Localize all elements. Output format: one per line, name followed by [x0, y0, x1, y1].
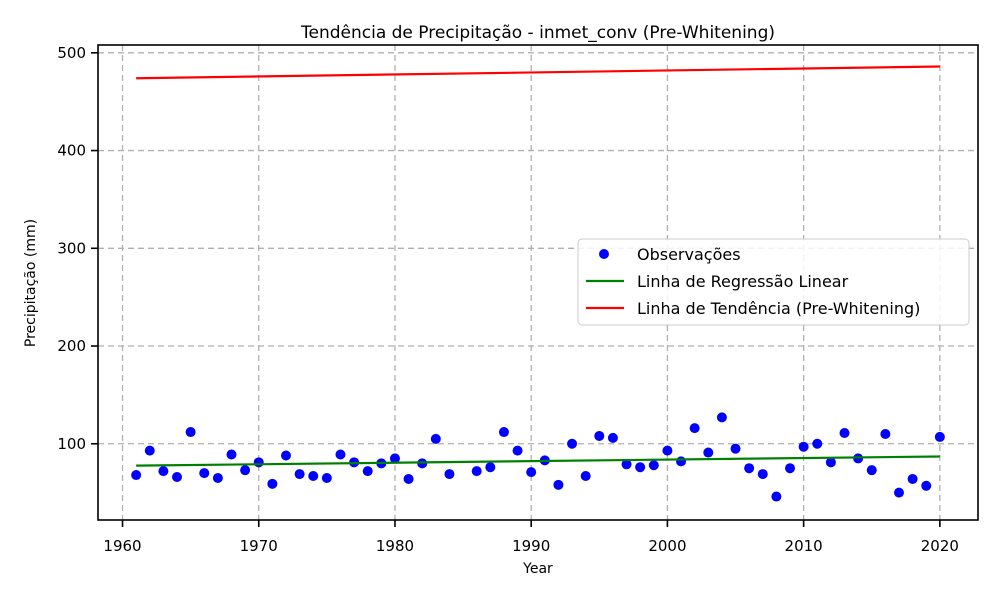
observation-point — [430, 433, 441, 444]
x-tick-label: 2010 — [785, 537, 823, 555]
observation-point — [621, 459, 632, 470]
observation-point — [703, 447, 714, 458]
observation-point — [648, 460, 659, 471]
x-tick-label: 1960 — [103, 537, 141, 555]
observation-point — [567, 438, 578, 449]
observation-point — [280, 450, 291, 461]
observation-point — [294, 469, 305, 480]
observation-point — [199, 468, 210, 479]
observation-point — [131, 470, 142, 481]
observation-point — [934, 431, 945, 442]
y-tick-label: 300 — [57, 239, 86, 257]
chart-title: Tendência de Precipitação - inmet_conv (… — [300, 23, 775, 43]
x-tick-label: 1970 — [240, 537, 278, 555]
observation-point — [471, 466, 482, 477]
observation-point — [267, 478, 278, 489]
x-tick-label: 1990 — [512, 537, 550, 555]
observation-point — [158, 466, 169, 477]
observation-point — [226, 449, 237, 460]
observation-point — [185, 427, 196, 438]
plot-series — [131, 65, 945, 502]
observation-point — [893, 487, 904, 498]
observation-point — [362, 466, 373, 477]
observation-point — [785, 463, 796, 474]
x-tick-label: 2020 — [921, 537, 959, 555]
observation-point — [730, 443, 741, 454]
axis-ticks: 1960 1970 1980 1990 2000 2010 2020 100 200 300 400… — [57, 44, 959, 555]
observation-point — [921, 480, 932, 491]
plot-frame — [97, 44, 979, 521]
observation-point — [825, 457, 836, 468]
observation-point — [553, 479, 564, 490]
observation-point — [907, 473, 918, 484]
observation-point — [757, 469, 768, 480]
observation-point — [880, 428, 891, 439]
legend-box — [577, 238, 970, 326]
observation-point — [594, 430, 605, 441]
observation-point — [635, 462, 646, 473]
observation-point — [580, 471, 591, 482]
observation-point — [335, 449, 346, 460]
y-tick-label: 200 — [57, 337, 86, 355]
observation-point — [662, 445, 673, 456]
observation-point — [676, 456, 687, 467]
observation-point — [172, 471, 183, 482]
observation-point — [744, 463, 755, 474]
x-axis-title: Year — [522, 561, 553, 577]
legend: Observações Linha de Regressão Linear Li… — [577, 238, 970, 326]
observation-point — [485, 462, 496, 473]
regression-line — [136, 455, 940, 467]
observation-point — [812, 438, 823, 449]
legend-marker-observacoes — [599, 249, 609, 259]
x-tick-label: 2000 — [648, 537, 686, 555]
legend-label-observacoes: Observações — [637, 245, 741, 264]
y-axis-title: Precipitação (mm) — [23, 219, 39, 347]
observation-point — [839, 428, 850, 439]
observation-point — [321, 472, 332, 483]
observation-point — [212, 472, 223, 483]
observation-point — [798, 441, 809, 452]
observation-point — [253, 457, 264, 468]
trend-line — [136, 65, 940, 80]
observation-point — [689, 423, 700, 434]
y-tick-label: 100 — [57, 435, 86, 453]
x-tick-label: 1980 — [376, 537, 414, 555]
y-tick-label: 500 — [57, 44, 86, 62]
observation-point — [498, 427, 509, 438]
observation-point — [526, 467, 537, 478]
observation-point — [607, 432, 618, 443]
observation-point — [866, 465, 877, 476]
observation-point — [308, 471, 319, 482]
observation-point — [716, 412, 727, 423]
legend-label-tendencia: Linha de Tendência (Pre-Whitening) — [637, 299, 920, 318]
y-tick-label: 400 — [57, 142, 86, 160]
observation-point — [403, 473, 414, 484]
observation-point — [144, 445, 155, 456]
observation-point — [512, 445, 523, 456]
observation-point — [444, 469, 455, 480]
legend-label-regressao: Linha de Regressão Linear — [637, 272, 849, 291]
observation-point — [771, 491, 782, 502]
observation-point — [240, 465, 251, 476]
observation-point — [389, 453, 400, 464]
